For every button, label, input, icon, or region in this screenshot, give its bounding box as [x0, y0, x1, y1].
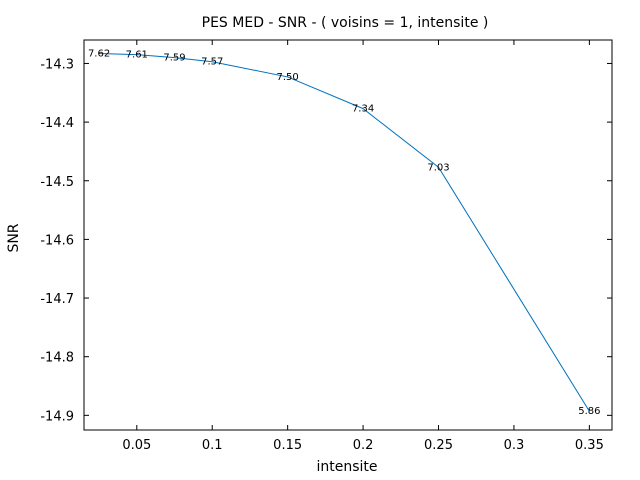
data-label: 7.50	[277, 72, 299, 83]
y-tick-label: -14.7	[40, 292, 74, 307]
x-axis: 0.05 0.1 0.15 0.2 0.25 0.3 0.35	[122, 40, 604, 453]
x-tick-label: 0.2	[353, 438, 374, 453]
series-line	[99, 52, 590, 412]
data-labels: 7.62 7.61 7.59 7.57 7.50 7.34 7.03 5.86	[88, 48, 601, 417]
x-axis-label: intensite	[316, 459, 377, 475]
x-tick-label: 0.05	[122, 438, 151, 453]
y-tick-label: -14.4	[40, 116, 74, 131]
x-tick-label: 0.3	[504, 438, 525, 453]
data-label: 7.62	[88, 48, 110, 59]
y-tick-label: -14.3	[40, 57, 74, 72]
y-axis: -14.3 -14.4 -14.5 -14.6 -14.7 -14.8 -14.9	[40, 57, 612, 424]
x-tick-label: 0.15	[273, 438, 302, 453]
data-label: 7.03	[427, 162, 449, 173]
plot-area	[83, 39, 613, 431]
y-tick-label: -14.5	[40, 175, 74, 190]
data-label: 7.34	[352, 104, 374, 115]
chart-title: PES MED - SNR - ( voisins = 1, intensite…	[202, 15, 489, 31]
y-tick-label: -14.6	[40, 233, 74, 248]
x-tick-label: 0.25	[424, 438, 453, 453]
y-tick-label: -14.9	[40, 409, 74, 424]
x-tick-label: 0.1	[202, 438, 223, 453]
data-label: 7.61	[126, 50, 148, 61]
y-axis-label: SNR	[6, 223, 22, 252]
y-tick-label: -14.8	[40, 351, 74, 366]
x-tick-label: 0.35	[575, 438, 604, 453]
data-label: 7.59	[163, 53, 185, 64]
data-label: 7.57	[201, 57, 223, 68]
data-label: 5.86	[578, 406, 600, 417]
